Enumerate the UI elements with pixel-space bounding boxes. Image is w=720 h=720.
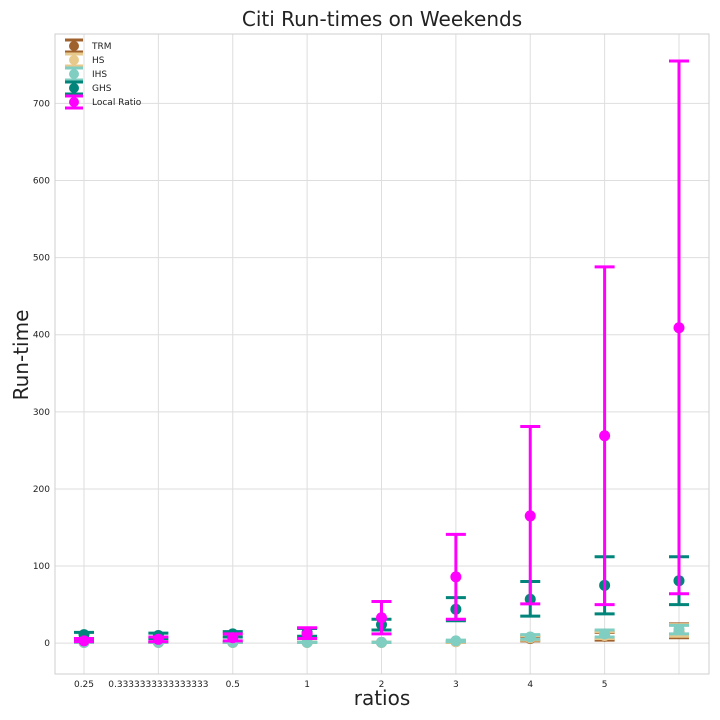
legend-marker-dot (69, 41, 79, 51)
series-layer (74, 59, 689, 648)
data-point (524, 510, 536, 522)
y-tick-label: 500 (33, 254, 50, 264)
y-tick-label: 400 (33, 331, 50, 341)
data-point (673, 623, 685, 635)
y-tick-labels: 0 100 200 300 400 500 600 700 (33, 99, 50, 649)
grid-layer (55, 34, 709, 674)
series-local-ratio (74, 59, 689, 647)
x-tick-label: 1 (304, 680, 310, 690)
data-point (78, 635, 90, 647)
data-point (152, 633, 164, 645)
data-point (376, 636, 387, 648)
data-point (301, 628, 313, 640)
legend-item: Local Ratio (65, 94, 142, 110)
legend-item: GHS (65, 80, 112, 96)
x-tick-label: 0.25 (74, 680, 94, 690)
legend-label: TRM (91, 42, 112, 52)
legend-label: HS (92, 56, 105, 66)
y-tick-label: 600 (33, 177, 50, 187)
x-tick-label: 2 (379, 680, 385, 690)
legend-marker-dot (69, 69, 79, 79)
legend-item: HS (65, 52, 105, 68)
data-point (599, 628, 611, 640)
x-tick-labels: 0.25 0.3333333333333333 0.5 1 2 3 4 5 (74, 680, 608, 690)
y-tick-label: 100 (33, 562, 50, 572)
x-tick-label: 3 (453, 680, 459, 690)
legend-label: Local Ratio (92, 98, 142, 108)
data-point (524, 631, 536, 643)
legend-item: TRM (65, 38, 112, 54)
data-point (376, 612, 387, 624)
data-point (450, 571, 462, 583)
data-point (227, 632, 239, 644)
plot-frame (54, 33, 710, 675)
legend-item: IHS (65, 66, 107, 82)
x-axis-label: ratios (354, 686, 411, 710)
y-tick-label: 200 (33, 485, 50, 495)
legend-label: GHS (92, 84, 112, 94)
legend: TRM HS IHS GHS Local Ratio (65, 38, 142, 110)
data-point (450, 635, 462, 647)
y-axis-label: Run-time (9, 310, 33, 401)
y-tick-label: 700 (33, 99, 50, 109)
x-tick-label: 5 (602, 680, 608, 690)
x-tick-label: 0.5 (226, 680, 240, 690)
y-tick-label: 300 (33, 408, 50, 418)
data-point (599, 430, 611, 442)
chart-title: Citi Run-times on Weekends (242, 7, 522, 31)
x-tick-label: 0.3333333333333333 (108, 680, 208, 690)
data-point (673, 322, 685, 334)
x-tick-label: 4 (527, 680, 533, 690)
legend-marker-dot (69, 55, 79, 65)
legend-label: IHS (92, 70, 107, 80)
y-tick-label: 0 (44, 639, 50, 649)
legend-marker-dot (69, 97, 79, 107)
legend-marker-dot (69, 83, 79, 93)
